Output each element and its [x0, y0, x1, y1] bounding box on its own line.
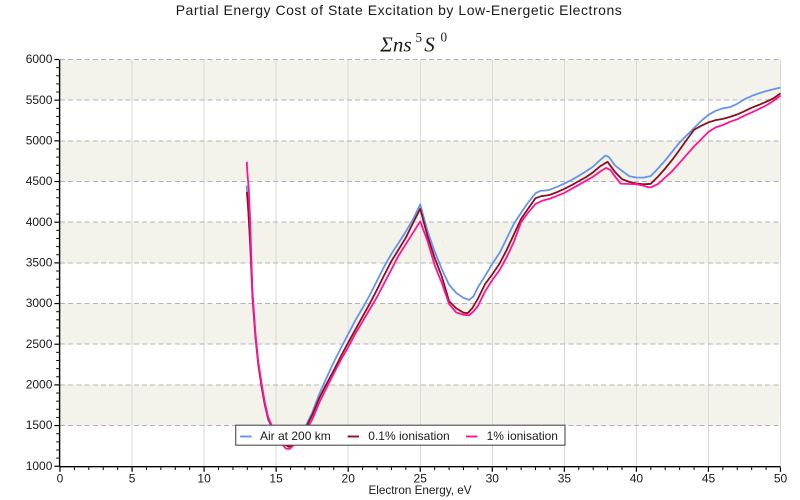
svg-text:20: 20 [342, 472, 356, 486]
svg-text:ns: ns [393, 33, 412, 57]
svg-text:Σ: Σ [379, 33, 393, 57]
svg-text:0: 0 [441, 29, 448, 44]
svg-text:5000: 5000 [26, 133, 53, 147]
svg-text:3000: 3000 [26, 296, 53, 310]
svg-text:15: 15 [269, 472, 283, 486]
svg-text:5: 5 [129, 472, 136, 486]
svg-text:25: 25 [414, 472, 428, 486]
svg-text:50: 50 [774, 472, 788, 486]
svg-text:1000: 1000 [26, 459, 53, 473]
svg-text:5: 5 [416, 30, 423, 45]
svg-text:4500: 4500 [26, 174, 53, 188]
svg-text:5500: 5500 [26, 93, 53, 107]
svg-text:0: 0 [57, 472, 64, 486]
svg-text:40: 40 [630, 472, 644, 486]
svg-text:10: 10 [197, 472, 211, 486]
svg-text:Partial Energy Cost of State E: Partial Energy Cost of State Excitation … [176, 2, 623, 18]
svg-text:35: 35 [558, 472, 572, 486]
svg-text:1500: 1500 [26, 418, 53, 432]
svg-text:0.1% ionisation: 0.1% ionisation [368, 429, 449, 443]
svg-text:3500: 3500 [26, 256, 53, 270]
svg-text:30: 30 [486, 472, 500, 486]
svg-text:Air at 200 km: Air at 200 km [260, 429, 331, 443]
svg-text:1% ionisation: 1% ionisation [487, 429, 558, 443]
svg-text:4000: 4000 [26, 215, 53, 229]
svg-text:2500: 2500 [26, 337, 53, 351]
svg-text:6000: 6000 [26, 52, 53, 66]
svg-text:2000: 2000 [26, 378, 53, 392]
svg-text:45: 45 [702, 472, 716, 486]
svg-text:Electron Energy, eV: Electron Energy, eV [368, 484, 471, 497]
svg-text:S: S [424, 33, 435, 57]
